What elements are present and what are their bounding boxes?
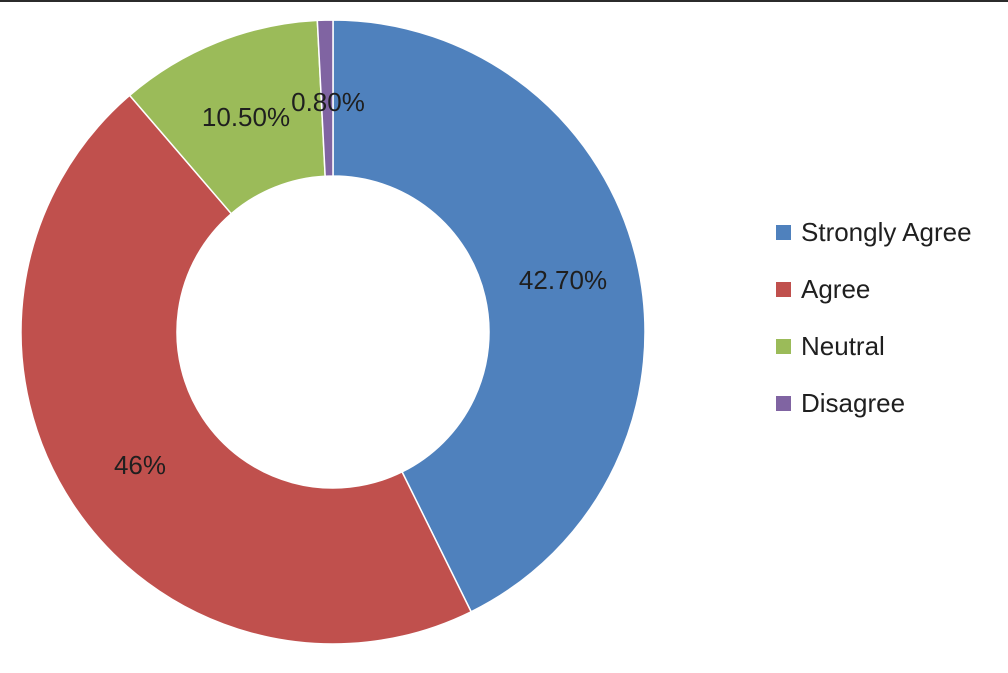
legend-swatch-agree — [776, 282, 791, 297]
slice-agree — [20, 94, 473, 645]
legend-swatch-strongly-agree — [776, 225, 791, 240]
legend-item-strongly-agree: Strongly Agree — [776, 204, 972, 261]
slice-strongly-agree — [332, 19, 646, 613]
chart-legend: Strongly Agree Agree Neutral Disagree — [776, 204, 972, 432]
legend-item-neutral: Neutral — [776, 318, 972, 375]
data-label-agree: 46% — [114, 450, 166, 480]
legend-item-agree: Agree — [776, 261, 972, 318]
legend-label: Agree — [801, 274, 871, 304]
data-label-disagree: 0.80% — [291, 87, 365, 117]
data-labels: 42.70% 46% 10.50% 0.80% — [114, 87, 607, 480]
data-label-strongly-agree: 42.70% — [519, 265, 607, 295]
top-border-line — [0, 0, 1008, 2]
data-label-neutral: 10.50% — [202, 102, 290, 132]
legend-swatch-disagree — [776, 396, 791, 411]
donut-slices — [20, 19, 646, 645]
legend-item-disagree: Disagree — [776, 375, 972, 432]
legend-label: Neutral — [801, 331, 885, 361]
legend-swatch-neutral — [776, 339, 791, 354]
legend-label: Disagree — [801, 388, 906, 418]
slice-disagree — [316, 19, 334, 177]
legend-label: Strongly Agree — [801, 217, 972, 247]
